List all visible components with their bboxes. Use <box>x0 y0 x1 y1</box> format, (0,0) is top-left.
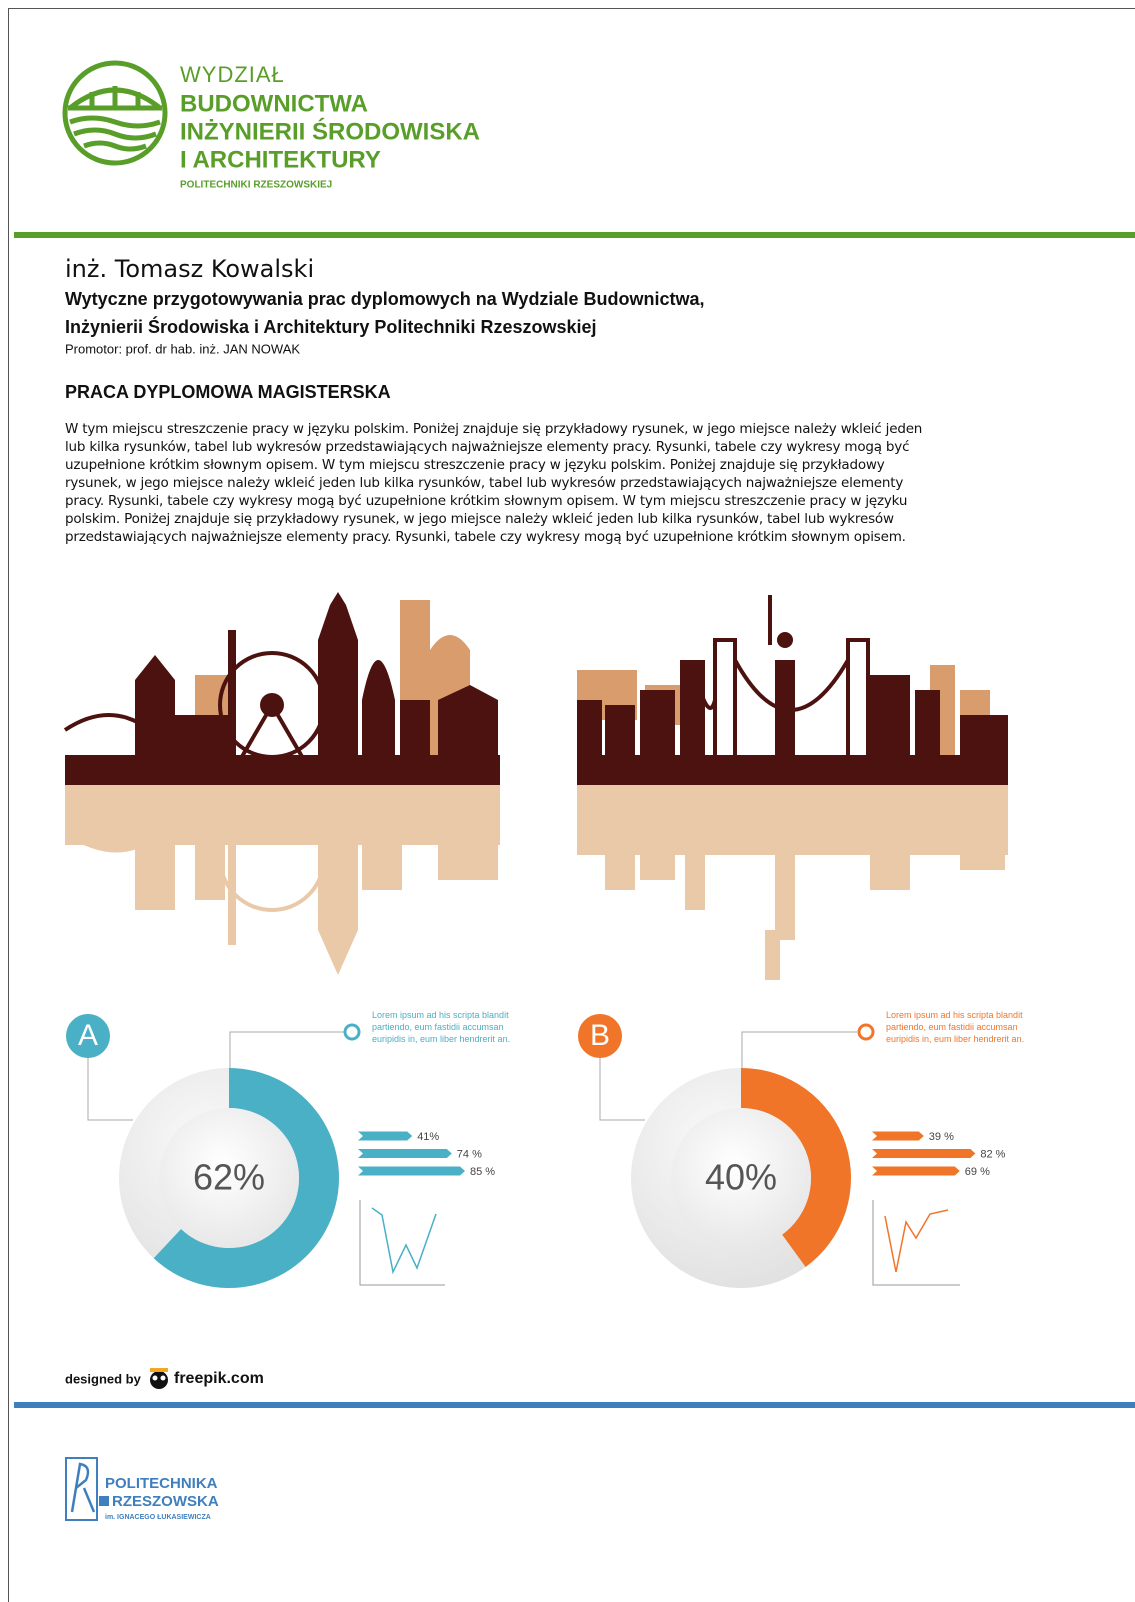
university-patron: im. IGNACEGO ŁUKASIEWICZA <box>105 1514 211 1521</box>
poster: WYDZIAŁ BUDOWNICTWA INŻYNIERII ŚRODOWISK… <box>0 0 1135 1602</box>
university-line: POLITECHNIKA <box>105 1475 218 1492</box>
credit-text: designed by <box>65 1371 142 1386</box>
bar <box>358 1167 465 1176</box>
bar <box>358 1132 412 1141</box>
bar-label: 82 % <box>980 1148 1005 1160</box>
note-dot <box>345 1025 359 1039</box>
note: Lorem ipsum ad his scripta blandit parti… <box>886 1009 1031 1045</box>
title-line: Wytyczne przygotowywania prac dyplomowyc… <box>65 289 704 309</box>
bar <box>358 1149 452 1158</box>
title-line: Inżynierii Środowiska i Architektury Pol… <box>65 316 597 337</box>
faculty-line: WYDZIAŁ <box>180 62 285 87</box>
skyline-london <box>65 592 500 975</box>
bar <box>872 1149 975 1158</box>
green-rule <box>14 232 1135 238</box>
faculty-line: INŻYNIERII ŚRODOWISKA <box>180 117 480 145</box>
university-line: RZESZOWSKA <box>112 1493 219 1510</box>
faculty-name: WYDZIAŁ BUDOWNICTWA INŻYNIERII ŚRODOWISK… <box>180 62 480 191</box>
note: Lorem ipsum ad his scripta blandit parti… <box>372 1009 517 1045</box>
donut-label: 40% <box>705 1157 777 1198</box>
promotor: Promotor: prof. dr hab. inż. JAN NOWAK <box>65 341 300 356</box>
badge-letter: A <box>78 1019 98 1052</box>
bar-label: 85 % <box>470 1166 495 1178</box>
bar-label: 41% <box>417 1131 439 1143</box>
blue-rule <box>14 1402 1135 1408</box>
faculty-line: BUDOWNICTWA <box>180 90 368 117</box>
note-dot <box>859 1025 873 1039</box>
credit-brand: freepik.com <box>174 1370 264 1387</box>
bar <box>872 1167 960 1176</box>
faculty-logo <box>65 63 165 163</box>
freepik-icon <box>150 1368 168 1389</box>
faculty-line: POLITECHNIKI RZESZOWSKIEJ <box>180 180 332 191</box>
bar-label: 39 % <box>929 1131 954 1143</box>
author: inż. Tomasz Kowalski <box>65 255 314 283</box>
abstract: W tym miejscu streszczenie pracy w język… <box>65 420 925 546</box>
donut-label: 62% <box>193 1157 265 1198</box>
faculty-line: I ARCHITEKTURY <box>180 146 381 173</box>
university-logo: POLITECHNIKA RZESZOWSKA im. IGNACEGO ŁUK… <box>66 1458 219 1521</box>
skyline-newyork <box>577 595 1008 980</box>
bar <box>872 1132 924 1141</box>
bar-label: 74 % <box>457 1148 482 1160</box>
badge-letter: B <box>590 1019 610 1052</box>
page: { "header": {"faculty": ["WYDZIAŁ", "BUD… <box>0 0 1135 1602</box>
section-heading: PRACA DYPLOMOWA MAGISTERSKA <box>65 382 391 402</box>
bar-label: 69 % <box>965 1166 990 1178</box>
